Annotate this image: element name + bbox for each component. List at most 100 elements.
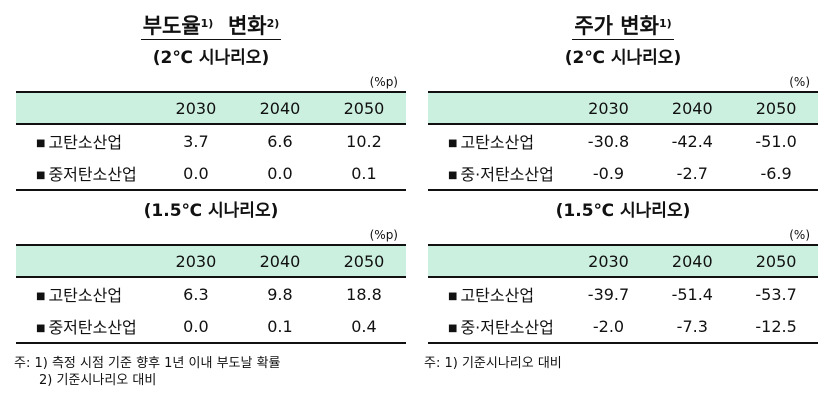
cell-value: -42.4 [671,131,713,151]
row-label-text: 고탄소산업 [48,133,123,152]
table-header-row: 2030 2040 2050 [16,245,406,277]
default-rate-notes: 주: 1) 측정 시점 기준 향후 1년 이내 부도날 확률 2) 기준시나리오… [14,355,281,389]
cell-value: 18.8 [346,284,382,304]
scenario-15c-subtitle: (1.5℃ 시나리오) [555,201,691,221]
row-label: ■ 고탄소산업 [428,277,567,310]
column-header: 2040 [259,251,301,271]
cell-value: 3.7 [183,131,209,151]
table-row: ■ 고탄소산업 -39.7 -51.4 -53.7 [428,277,818,310]
cell-value: 9.8 [267,284,293,304]
default-rate-15c-table: 2030 2040 2050 ■ 고탄소산업 6.3 9.8 18.8 ■ 중저탄소… [16,244,406,344]
stock-price-title: 주가 변화1) [428,12,818,42]
scenario-2c-subtitle: (2℃ 시나리오) [564,48,682,68]
column-header: 2030 [588,98,629,118]
column-header: 2050 [343,98,385,118]
cell-value: -53.7 [755,284,797,304]
square-bullet-icon: ■ [448,323,458,334]
column-header: 2030 [588,251,629,271]
title-text: 주가 변화 [574,14,659,38]
column-header: 2030 [175,251,217,271]
column-header: 2040 [671,98,713,118]
cell-value: -7.3 [676,316,708,336]
footnote-ref: 2) [266,17,280,30]
scenario-15c-subtitle: (1.5℃ 시나리오) [143,201,279,221]
table-row: ■ 중·저탄소산업 -0.9 -2.7 -6.9 [428,157,818,190]
column-header: 2030 [175,98,217,118]
cell-value: -51.0 [755,131,797,151]
table-header-row: 2030 2040 2050 [16,92,406,124]
table-row: ■ 중저탄소산업 0.0 0.0 0.1 [16,157,406,190]
row-label: ■ 중저탄소산업 [16,310,154,343]
stock-price-15c-section: (1.5℃ 시나리오) (%) 2030 2040 2050 ■ 고탄소산업 -3… [428,198,818,344]
footnote: 2) 기준시나리오 대비 [39,373,157,388]
square-bullet-icon: ■ [36,170,46,181]
cell-value: 6.6 [267,131,293,151]
column-header: 2050 [755,98,797,118]
header-empty [16,92,154,124]
column-header: 2050 [755,251,797,271]
default-rate-panel: 부도율1) 변화2) (2℃ 시나리오) (%p) 2030 2040 2050… [16,0,406,191]
table-row: ■ 고탄소산업 6.3 9.8 18.8 [16,277,406,310]
row-label: ■ 고탄소산업 [16,124,154,157]
default-rate-15c-section: (1.5℃ 시나리오) (%p) 2030 2040 2050 ■ 고탄소산업 6… [16,198,406,344]
table-row: ■ 중저탄소산업 0.0 0.1 0.4 [16,310,406,343]
title-text: 변화 [227,14,267,38]
cell-value: 0.0 [183,163,209,183]
stock-price-panel: 주가 변화1) (2℃ 시나리오) (%) 2030 2040 2050 ■ 고탄… [428,0,818,191]
unit-label: (%p) [369,228,398,242]
header-empty [16,245,154,277]
square-bullet-icon: ■ [36,291,46,302]
default-rate-title: 부도율1) 변화2) [16,12,406,42]
square-bullet-icon: ■ [448,170,458,181]
cell-value: -2.7 [676,163,708,183]
square-bullet-icon: ■ [448,138,458,149]
cell-value: -12.5 [755,316,797,336]
table-row: ■ 중·저탄소산업 -2.0 -7.3 -12.5 [428,310,818,343]
cell-value: -51.4 [671,284,713,304]
footnote: 주: 1) 기준시나리오 대비 [424,356,562,371]
column-header: 2040 [671,251,713,271]
cell-value: 10.2 [346,131,382,151]
unit-label: (%p) [369,75,398,89]
row-label: ■ 고탄소산업 [16,277,154,310]
title-text: 부도율 [142,14,201,38]
row-label-text: 고탄소산업 [460,286,535,305]
row-label: ■ 고탄소산업 [428,124,567,157]
table-row: ■ 고탄소산업 3.7 6.6 10.2 [16,124,406,157]
square-bullet-icon: ■ [448,291,458,302]
row-label-text: 고탄소산업 [48,286,123,305]
cell-value: 0.4 [351,316,377,336]
row-label-text: 중저탄소산업 [48,318,137,337]
cell-value: 0.0 [267,163,293,183]
row-label-text: 고탄소산업 [460,133,535,152]
stock-price-15c-table: 2030 2040 2050 ■ 고탄소산업 -39.7 -51.4 -53.7 … [428,244,818,344]
row-label: ■ 중·저탄소산업 [428,310,567,343]
column-header: 2040 [259,98,301,118]
cell-value: 0.1 [267,316,293,336]
header-empty [428,92,567,124]
square-bullet-icon: ■ [36,323,46,334]
unit-label: (%) [789,75,810,89]
cell-value: -39.7 [587,284,630,304]
cell-value: -30.8 [587,131,630,151]
row-label-text: 중·저탄소산업 [460,318,554,337]
table-row: ■ 고탄소산업 -30.8 -42.4 -51.0 [428,124,818,157]
header-empty [428,245,567,277]
cell-value: -0.9 [592,163,625,183]
row-label: ■ 중저탄소산업 [16,157,154,190]
table-header-row: 2030 2040 2050 [428,92,818,124]
cell-value: 0.1 [351,163,377,183]
column-header: 2050 [343,251,385,271]
default-rate-2c-table: 2030 2040 2050 ■ 고탄소산업 3.7 6.6 10.2 ■ 중저탄소… [16,91,406,191]
scenario-2c-subtitle: (2℃ 시나리오) [152,48,270,68]
row-label: ■ 중·저탄소산업 [428,157,567,190]
footnote-ref: 1) [200,17,214,30]
cell-value: -2.0 [592,316,625,336]
footnote-ref: 1) [658,17,672,30]
cell-value: 0.0 [183,316,209,336]
row-label-text: 중·저탄소산업 [460,165,554,184]
square-bullet-icon: ■ [36,138,46,149]
unit-label: (%) [789,228,810,242]
table-header-row: 2030 2040 2050 [428,245,818,277]
row-label-text: 중저탄소산업 [48,165,137,184]
